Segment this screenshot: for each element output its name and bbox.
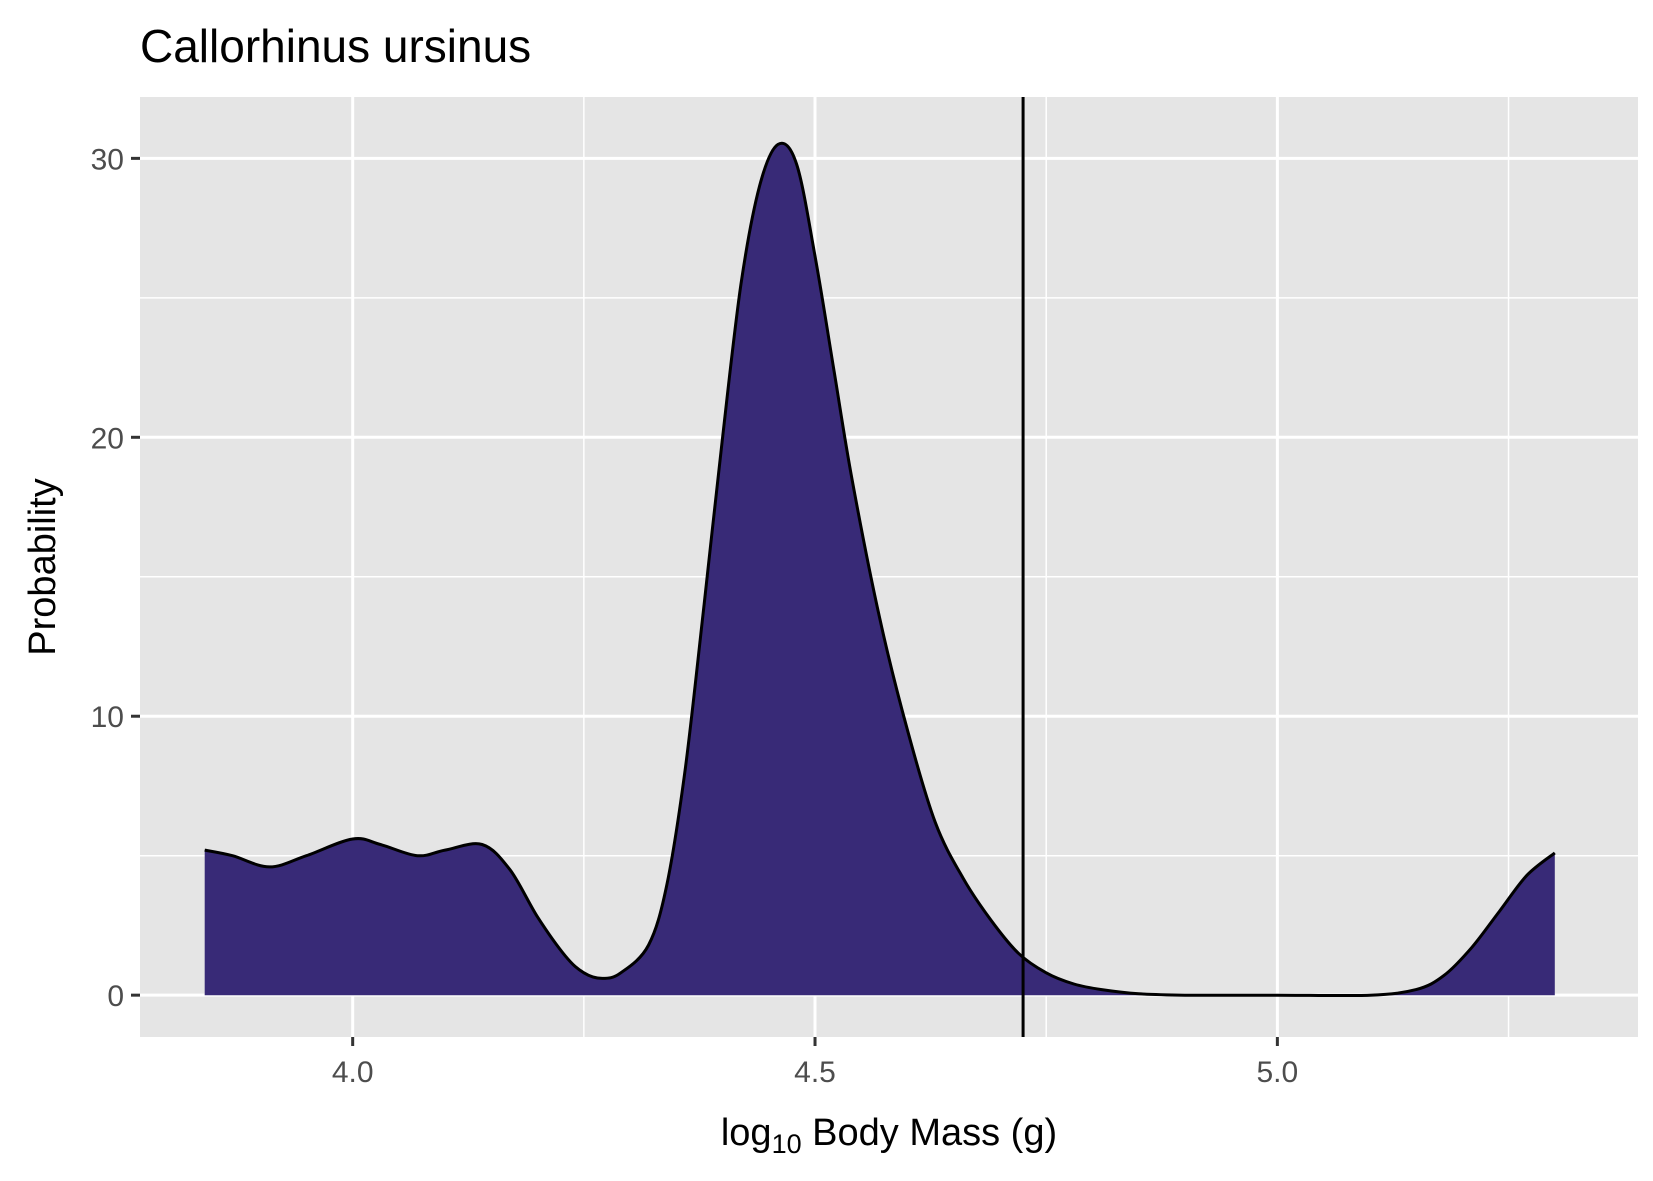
chart-title: Callorhinus ursinus bbox=[140, 20, 531, 72]
x-tick-label: 4.5 bbox=[794, 1056, 836, 1089]
x-tick-label: 4.0 bbox=[332, 1056, 374, 1089]
density-curve bbox=[204, 141, 1556, 998]
x-axis-title-suffix: Body Mass (g) bbox=[802, 1112, 1058, 1154]
y-tick-label: 30 bbox=[91, 143, 124, 176]
x-axis: 4.0 4.5 5.0 bbox=[332, 1037, 1298, 1089]
y-axis-title: Probability bbox=[22, 478, 64, 655]
y-tick-label: 10 bbox=[91, 701, 124, 734]
x-tick-label: 5.0 bbox=[1257, 1056, 1299, 1089]
y-tick-label: 0 bbox=[107, 980, 124, 1013]
x-axis-title-prefix: log bbox=[721, 1112, 772, 1154]
x-axis-title: log10 Body Mass (g) bbox=[721, 1112, 1057, 1159]
density-area bbox=[204, 143, 1555, 996]
x-axis-title-subscript: 10 bbox=[772, 1129, 802, 1159]
y-axis: 0 10 20 30 bbox=[91, 143, 140, 1013]
y-tick-label: 20 bbox=[91, 422, 124, 455]
